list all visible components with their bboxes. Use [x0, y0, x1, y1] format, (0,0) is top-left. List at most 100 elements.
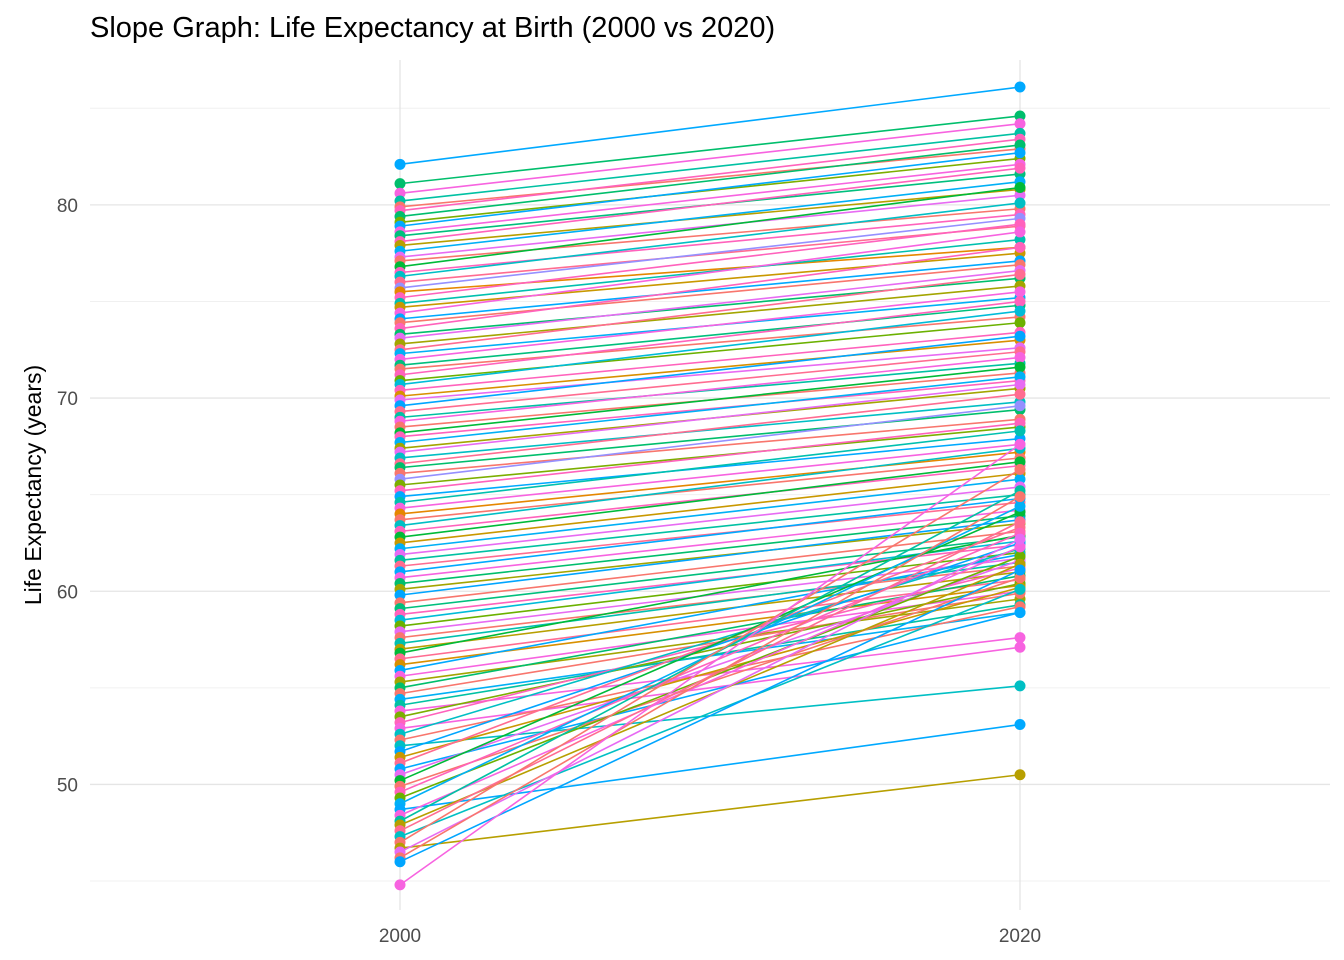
x-tick-label: 2020	[999, 926, 1041, 947]
data-point	[1014, 241, 1026, 253]
data-point	[1014, 330, 1026, 342]
data-point	[1014, 680, 1026, 692]
slope-line	[399, 542, 1021, 753]
slope-line	[399, 335, 1021, 407]
series	[394, 438, 1026, 891]
series	[394, 147, 1026, 232]
data-point	[1014, 81, 1026, 93]
slope-line	[399, 151, 1021, 227]
slope-line	[399, 515, 1021, 585]
slope-line	[399, 586, 1021, 759]
data-point	[394, 187, 406, 199]
slope-line	[399, 551, 1021, 627]
slope-line	[399, 263, 1021, 324]
slope-line	[399, 310, 1021, 386]
slope-line	[399, 557, 1021, 633]
slope-line	[399, 300, 1021, 376]
axes: 50 60 70 80 2000 2020 Life Expectancy (years)	[20, 196, 1041, 947]
data-point	[1014, 361, 1026, 373]
x-tick-label: 2000	[379, 926, 421, 947]
slope-line	[399, 426, 1021, 486]
data-point	[1014, 572, 1026, 584]
slope-line	[399, 532, 1021, 793]
slope-line	[399, 520, 1021, 832]
slope-line	[399, 443, 1021, 886]
slope-line	[399, 379, 1021, 438]
slope-line	[399, 451, 1021, 515]
slope-line	[399, 231, 1021, 314]
data-point	[1014, 371, 1026, 383]
data-point	[1014, 491, 1026, 503]
slope-line	[399, 401, 1021, 459]
slope-line	[399, 405, 1021, 480]
series	[394, 110, 1026, 190]
slope-line	[399, 225, 1021, 283]
slope-line	[399, 86, 1021, 166]
data-point	[1014, 473, 1026, 485]
series	[394, 601, 1026, 746]
data-point	[1014, 516, 1026, 528]
slope-line	[399, 522, 1021, 591]
slope-line	[399, 773, 1021, 849]
slope-line	[399, 646, 1021, 730]
data-point	[1014, 464, 1026, 476]
data-point	[394, 856, 406, 868]
data-point	[394, 589, 406, 601]
data-point	[1014, 139, 1026, 151]
slope-line	[399, 464, 1021, 533]
data-point	[1014, 110, 1026, 122]
series	[394, 118, 1026, 199]
slope-line	[399, 167, 1021, 243]
slope-line	[399, 194, 1021, 258]
slope-line	[399, 238, 1021, 305]
data-point	[1014, 352, 1026, 363]
data-point	[1014, 197, 1026, 209]
data-point	[1014, 533, 1026, 545]
series	[394, 533, 1026, 858]
slope-line	[399, 447, 1021, 527]
slope-line	[399, 207, 1021, 262]
series-lines	[394, 81, 1026, 891]
slope-line	[399, 495, 1021, 859]
series	[394, 295, 1026, 381]
y-axis-title: Life Expectancy (years)	[20, 365, 46, 605]
slope-line	[399, 569, 1021, 863]
data-point	[1014, 226, 1026, 238]
slope-line	[399, 144, 1021, 218]
series	[394, 522, 1026, 769]
data-point	[1014, 234, 1026, 246]
data-point	[1014, 541, 1026, 553]
data-point	[1014, 456, 1026, 468]
slope-line	[399, 202, 1021, 278]
data-point	[1014, 286, 1026, 298]
data-point	[1014, 583, 1026, 595]
slope-line	[399, 534, 1021, 654]
grid-lines	[90, 60, 1330, 910]
slope-line	[399, 383, 1021, 453]
series	[394, 265, 1026, 344]
data-point	[394, 158, 406, 170]
slope-line	[399, 408, 1021, 469]
slope-line	[399, 339, 1021, 397]
slope-line	[399, 376, 1021, 444]
slope-line	[399, 316, 1021, 370]
data-point	[1014, 182, 1026, 193]
slope-line	[399, 347, 1021, 401]
slope-line	[399, 478, 1021, 550]
data-point	[1014, 388, 1026, 400]
slope-line	[399, 273, 1021, 351]
series	[394, 564, 1026, 868]
data-point	[1014, 719, 1026, 731]
series	[394, 334, 1026, 402]
slope-line	[399, 285, 1021, 345]
data-point	[1014, 632, 1026, 644]
data-point	[1014, 162, 1026, 174]
slope-line	[399, 461, 1021, 538]
slope-line	[399, 331, 1021, 392]
slope-line	[399, 115, 1021, 185]
slope-line	[399, 486, 1021, 556]
slope-line	[399, 605, 1021, 741]
data-point	[1014, 379, 1026, 391]
slope-line	[399, 148, 1021, 208]
